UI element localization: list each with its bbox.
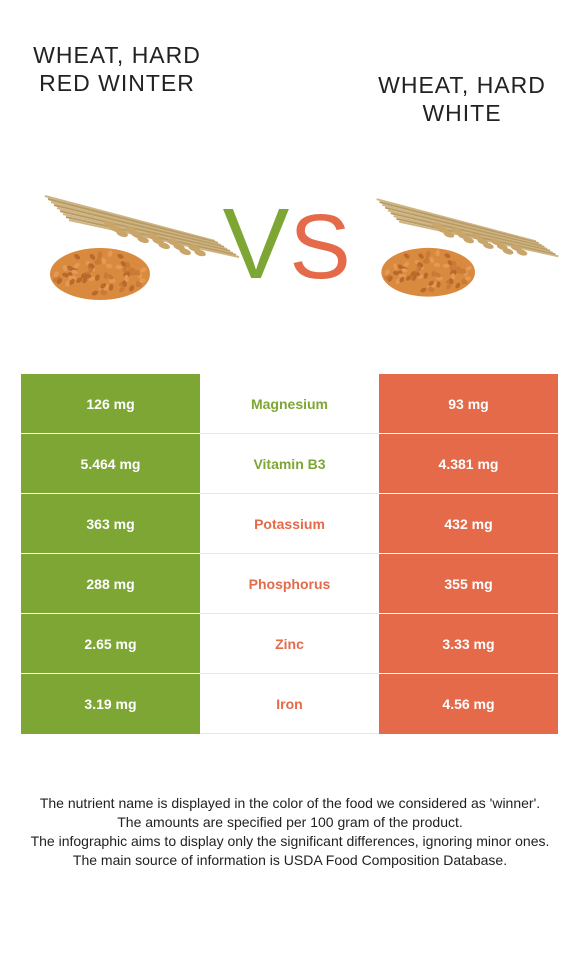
right-value-cell: 4.381 mg bbox=[379, 434, 558, 494]
nutrient-comparison-table: 126 mg Magnesium 93 mg 5.464 mg Vitamin B3 4.… bbox=[21, 374, 558, 734]
food-right-title: Wheat, hard white bbox=[378, 72, 546, 127]
right-value-cell: 4.56 mg bbox=[379, 674, 558, 734]
nutrient-row: 126 mg Magnesium 93 mg bbox=[21, 374, 558, 434]
footer-notes: The nutrient name is displayed in the co… bbox=[14, 794, 566, 870]
nutrient-name-cell: Potassium bbox=[200, 494, 379, 554]
nutrient-row: 363 mg Potassium 432 mg bbox=[21, 494, 558, 554]
nutrient-name-cell: Magnesium bbox=[200, 374, 379, 434]
left-value-cell: 5.464 mg bbox=[21, 434, 200, 494]
footer-note: The infographic aims to display only the… bbox=[30, 833, 550, 849]
left-value-cell: 126 mg bbox=[21, 374, 200, 434]
vs-letter-s: S bbox=[289, 196, 350, 292]
nutrient-name-cell: Phosphorus bbox=[200, 554, 379, 614]
left-value-cell: 363 mg bbox=[21, 494, 200, 554]
right-value-cell: 3.33 mg bbox=[379, 614, 558, 674]
right-value-cell: 93 mg bbox=[379, 374, 558, 434]
nutrient-row: 288 mg Phosphorus 355 mg bbox=[21, 554, 558, 614]
footer-note: The nutrient name is displayed in the co… bbox=[39, 795, 541, 811]
right-value-cell: 355 mg bbox=[379, 554, 558, 614]
wheat-grain-heap-icon bbox=[44, 195, 240, 300]
vs-letter-v: V bbox=[223, 196, 290, 292]
right-value-cell: 432 mg bbox=[379, 494, 558, 554]
nutrient-name-cell: Vitamin B3 bbox=[200, 434, 379, 494]
footer-note: The main source of information is USDA F… bbox=[72, 852, 508, 868]
vs-graphic: V S bbox=[223, 196, 351, 292]
food-left-title: Wheat, hard red winter bbox=[33, 42, 201, 97]
left-value-cell: 288 mg bbox=[21, 554, 200, 614]
nutrient-name-cell: Iron bbox=[200, 674, 379, 734]
nutrient-name-cell: Zinc bbox=[200, 614, 379, 674]
left-value-cell: 2.65 mg bbox=[21, 614, 200, 674]
footer-note: The amounts are specified per 100 gram o… bbox=[117, 814, 463, 830]
wheat-grain-heap-icon bbox=[376, 198, 559, 297]
nutrient-row: 5.464 mg Vitamin B3 4.381 mg bbox=[21, 434, 558, 494]
nutrient-row: 2.65 mg Zinc 3.33 mg bbox=[21, 614, 558, 674]
left-value-cell: 3.19 mg bbox=[21, 674, 200, 734]
nutrient-row: 3.19 mg Iron 4.56 mg bbox=[21, 674, 558, 734]
